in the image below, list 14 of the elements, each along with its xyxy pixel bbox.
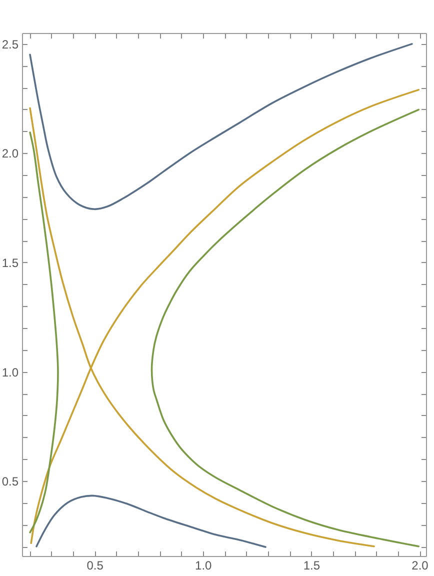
- y-tick-label: 1.5: [2, 256, 19, 270]
- y-tick-label: 1.0: [2, 365, 19, 380]
- y-tick-label: 2.5: [2, 37, 19, 52]
- line-series: [150, 108, 420, 548]
- line-series: [29, 132, 59, 534]
- line-series: [30, 88, 420, 544]
- y-tick-label: 0.5: [2, 474, 19, 489]
- line-series: [36, 494, 266, 548]
- y-tick-label: 2.0: [2, 146, 19, 161]
- line-series: [29, 43, 413, 210]
- x-tick-label: 1.0: [195, 558, 212, 572]
- x-tick-label: 2.0: [412, 558, 429, 572]
- x-tick-label: 0.5: [86, 558, 104, 572]
- x-tick-label: 1.5: [303, 558, 320, 572]
